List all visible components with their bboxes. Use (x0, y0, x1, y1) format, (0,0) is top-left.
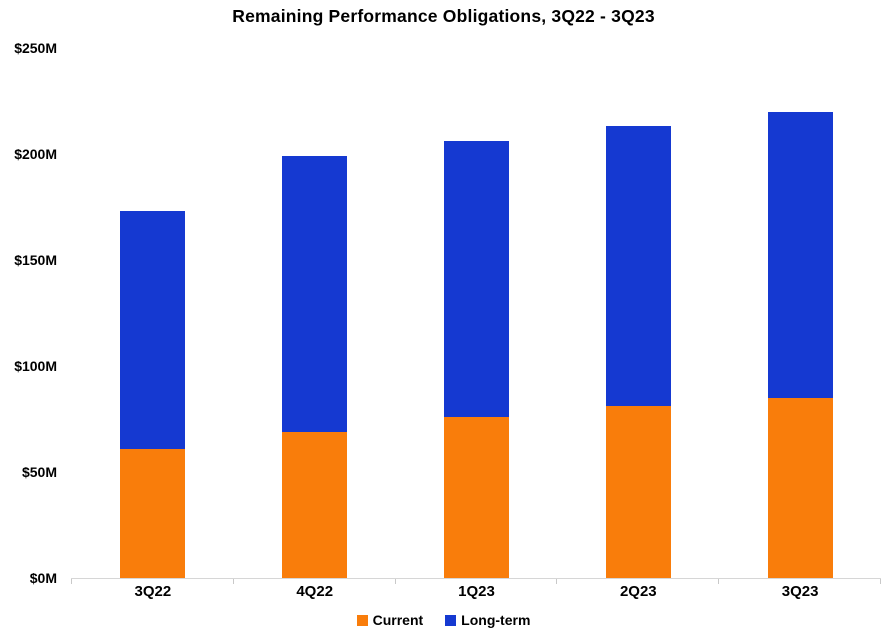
bar-segment-long-term-3q22 (120, 211, 186, 449)
legend-item-long-term: Long-term (445, 613, 530, 628)
bar-segment-current-3q22 (120, 448, 186, 578)
x-axis-tick (233, 579, 234, 584)
x-tick-label-3q23: 3Q23 (781, 583, 819, 600)
bar-segment-long-term-1q23 (444, 141, 509, 417)
x-axis-line (71, 578, 881, 579)
x-axis-tick (880, 579, 881, 584)
y-tick-label: $50M (21, 464, 57, 480)
bar-segment-long-term-3q23 (767, 111, 833, 398)
x-tick-label-4q22: 4Q22 (296, 583, 334, 600)
bar-segment-current-3q23 (767, 397, 833, 578)
x-tick-label-3q22: 3Q22 (134, 583, 172, 600)
y-tick-label: $0M (29, 570, 57, 586)
bar-segment-long-term-2q23 (605, 126, 671, 407)
y-tick-label: $150M (14, 252, 57, 268)
bar-segment-current-2q23 (605, 406, 671, 578)
y-tick-label: $200M (14, 146, 57, 162)
bar-segment-current-4q22 (282, 431, 348, 578)
x-tick-label-2q23: 2Q23 (619, 583, 657, 600)
bar-segment-long-term-4q22 (282, 156, 348, 432)
legend-label-long-term: Long-term (461, 612, 531, 628)
legend-swatch-current-icon (356, 615, 368, 626)
y-tick-label: $100M (14, 358, 57, 374)
legend-item-current: Current (356, 612, 424, 628)
x-axis-tick (718, 579, 719, 584)
legend: Current Long-term (0, 613, 887, 628)
plot-area (72, 48, 881, 578)
legend-swatch-long-term-icon (445, 615, 457, 626)
x-axis-tick (556, 579, 557, 584)
x-axis-tick (395, 579, 396, 584)
legend-label-current: Current (372, 612, 424, 628)
x-tick-label-1q23: 1Q23 (458, 583, 495, 600)
x-axis-tick (71, 579, 72, 584)
y-tick-label: $250M (14, 40, 57, 56)
bar-segment-current-1q23 (444, 416, 509, 578)
chart-title: Remaining Performance Obligations, 3Q22 … (232, 6, 655, 26)
